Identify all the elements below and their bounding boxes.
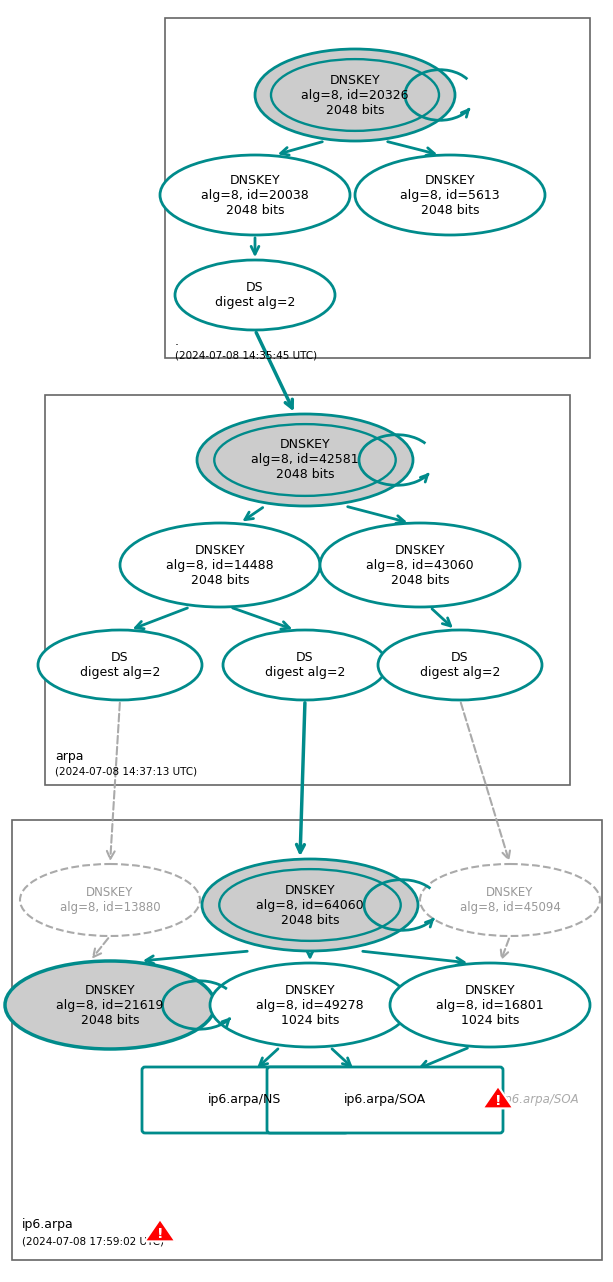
Text: DNSKEY
alg=8, id=49278
1024 bits: DNSKEY alg=8, id=49278 1024 bits: [256, 983, 364, 1027]
FancyBboxPatch shape: [142, 1067, 348, 1133]
Text: DNSKEY
alg=8, id=5613
2048 bits: DNSKEY alg=8, id=5613 2048 bits: [400, 173, 500, 217]
FancyBboxPatch shape: [267, 1067, 503, 1133]
Ellipse shape: [175, 260, 335, 329]
Ellipse shape: [390, 963, 590, 1047]
Text: (2024-07-08 17:59:02 UTC): (2024-07-08 17:59:02 UTC): [22, 1237, 164, 1247]
Text: !: !: [157, 1227, 163, 1241]
Polygon shape: [145, 1219, 175, 1241]
Polygon shape: [482, 1086, 514, 1109]
Text: (2024-07-08 14:37:13 UTC): (2024-07-08 14:37:13 UTC): [55, 767, 197, 777]
Text: arpa: arpa: [55, 750, 83, 763]
Text: ip6.arpa: ip6.arpa: [22, 1218, 74, 1231]
Text: ip6.arpa/SOA: ip6.arpa/SOA: [344, 1094, 426, 1106]
Text: DNSKEY
alg=8, id=45094: DNSKEY alg=8, id=45094: [460, 886, 560, 914]
Text: DNSKEY
alg=8, id=42581
2048 bits: DNSKEY alg=8, id=42581 2048 bits: [251, 438, 359, 482]
Ellipse shape: [202, 859, 418, 951]
Text: DNSKEY
alg=8, id=64060
2048 bits: DNSKEY alg=8, id=64060 2048 bits: [256, 883, 364, 927]
Text: DNSKEY
alg=8, id=21619
2048 bits: DNSKEY alg=8, id=21619 2048 bits: [56, 983, 164, 1027]
Ellipse shape: [320, 523, 520, 606]
Ellipse shape: [210, 963, 410, 1047]
Text: DS
digest alg=2: DS digest alg=2: [215, 281, 295, 309]
Ellipse shape: [38, 629, 202, 700]
Text: DS
digest alg=2: DS digest alg=2: [265, 651, 345, 679]
Ellipse shape: [5, 962, 215, 1049]
Text: DS
digest alg=2: DS digest alg=2: [420, 651, 500, 679]
Text: DNSKEY
alg=8, id=13880: DNSKEY alg=8, id=13880: [59, 886, 161, 914]
Text: DNSKEY
alg=8, id=16801
1024 bits: DNSKEY alg=8, id=16801 1024 bits: [436, 983, 544, 1027]
Text: ip6.arpa/SOA: ip6.arpa/SOA: [501, 1094, 579, 1106]
Ellipse shape: [160, 155, 350, 235]
Text: DS
digest alg=2: DS digest alg=2: [80, 651, 160, 679]
Bar: [165, 18, 590, 358]
Ellipse shape: [378, 629, 542, 700]
Text: DNSKEY
alg=8, id=43060
2048 bits: DNSKEY alg=8, id=43060 2048 bits: [366, 544, 474, 586]
Text: !: !: [495, 1095, 501, 1109]
Ellipse shape: [120, 523, 320, 606]
Text: ip6.arpa/NS: ip6.arpa/NS: [208, 1094, 282, 1106]
Text: DNSKEY
alg=8, id=20326
2048 bits: DNSKEY alg=8, id=20326 2048 bits: [301, 73, 409, 117]
Ellipse shape: [223, 629, 387, 700]
Ellipse shape: [355, 155, 545, 235]
Text: DNSKEY
alg=8, id=20038
2048 bits: DNSKEY alg=8, id=20038 2048 bits: [201, 173, 309, 217]
Ellipse shape: [255, 49, 455, 141]
Ellipse shape: [20, 864, 200, 936]
Ellipse shape: [197, 414, 413, 506]
Text: DNSKEY
alg=8, id=14488
2048 bits: DNSKEY alg=8, id=14488 2048 bits: [166, 544, 274, 586]
Text: (2024-07-08 14:35:45 UTC): (2024-07-08 14:35:45 UTC): [175, 350, 317, 360]
Bar: [12, 820, 602, 1260]
Ellipse shape: [420, 864, 600, 936]
Text: .: .: [175, 335, 179, 347]
Bar: [45, 395, 570, 785]
